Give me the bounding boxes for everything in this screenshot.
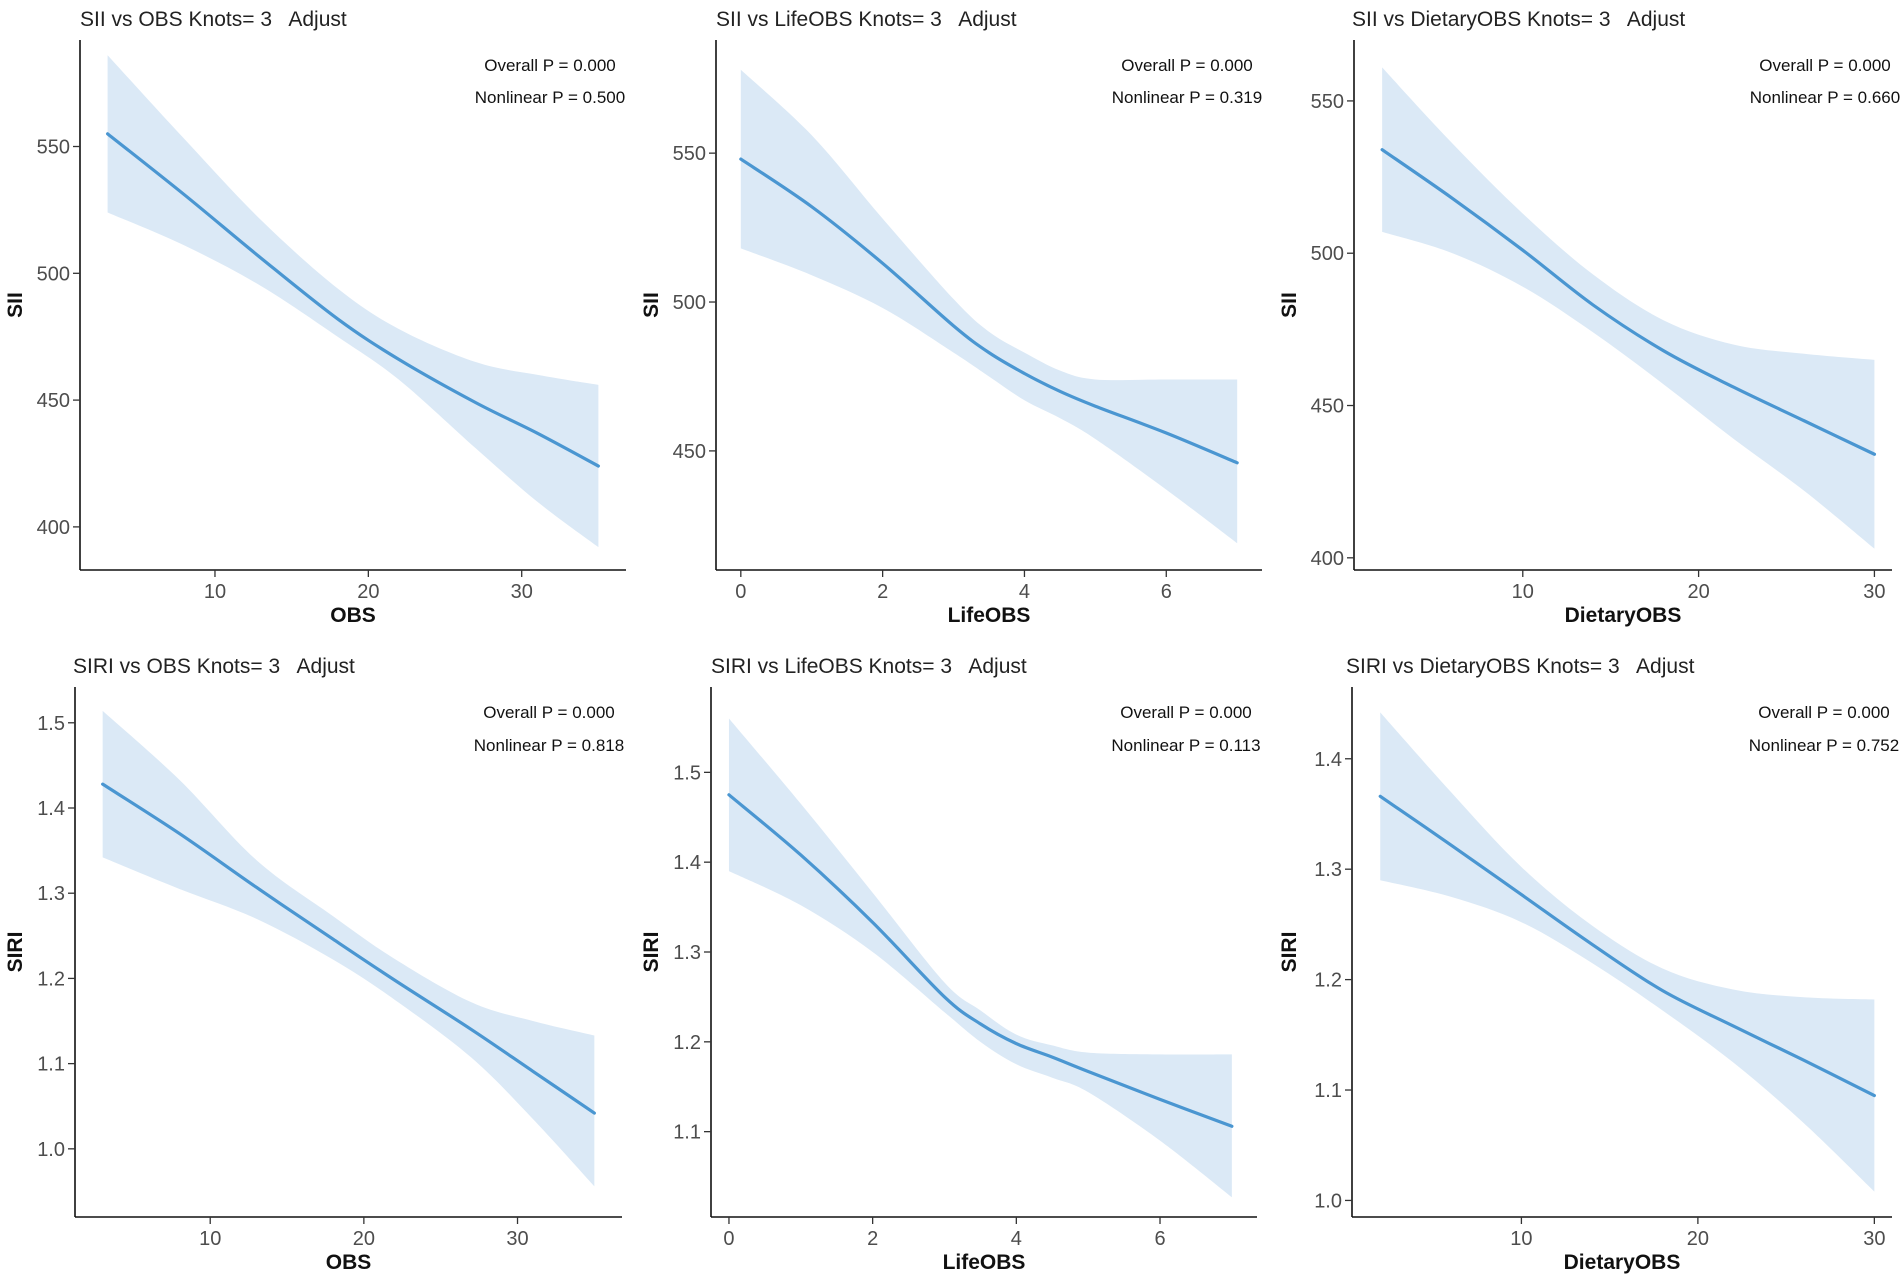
panel-2: 0 2 4 6 450 500 550 SII vs LifeOBS Knots= 3 Adj… xyxy=(640,8,1262,627)
y-tick-label: 550 xyxy=(37,137,70,159)
x-tick-label: 30 xyxy=(1863,1228,1885,1250)
y-tick-label: 1.1 xyxy=(37,1054,65,1076)
y-tick-label: 1.3 xyxy=(673,942,701,964)
y-tick-label: 1.3 xyxy=(37,883,65,905)
x-tick-label: 6 xyxy=(1154,1228,1165,1250)
panel-title: SIRI vs OBS Knots= 3 Adjust xyxy=(73,655,355,678)
panel-5: 0 2 4 6 1.1 1.2 1.3 1.4 1.5 SIRI vs LifeOBS Knots… xyxy=(640,655,1261,1274)
y-tick-label: 400 xyxy=(1311,548,1344,570)
confidence-band xyxy=(740,69,1238,544)
y-tick-label: 500 xyxy=(1311,243,1344,265)
nonlinear-p-annotation: Nonlinear P = 0.113 xyxy=(1111,736,1260,755)
fit-line xyxy=(106,132,600,468)
x-tick-label: 20 xyxy=(353,1228,375,1250)
panel-title: SII vs DietaryOBS Knots= 3 Adjust xyxy=(1352,8,1685,31)
y-tick-label: 1.4 xyxy=(37,798,65,820)
y-tick-label: 1.2 xyxy=(37,968,65,990)
x-tick-label: 20 xyxy=(1687,581,1709,603)
x-tick-label: 10 xyxy=(1510,1228,1532,1250)
x-tick-label: 10 xyxy=(199,1228,221,1250)
nonlinear-p-annotation: Nonlinear P = 0.752 xyxy=(1749,736,1899,755)
y-tick-label: 1.4 xyxy=(1314,749,1342,771)
panel-title: SII vs LifeOBS Knots= 3 Adjust xyxy=(716,8,1017,31)
overall-p-annotation: Overall P = 0.000 xyxy=(1120,703,1252,722)
x-axis-title: OBS xyxy=(326,1251,372,1274)
overall-p-annotation: Overall P = 0.000 xyxy=(483,703,615,722)
panel-3: 10 20 30 400 450 500 550 SII vs DietaryOBS Knot… xyxy=(1278,8,1900,627)
y-tick-label: 500 xyxy=(37,263,70,285)
x-tick-label: 4 xyxy=(1011,1228,1022,1250)
x-axis-title: LifeOBS xyxy=(948,604,1031,627)
y-tick-label: 400 xyxy=(37,517,70,539)
x-tick-label: 30 xyxy=(1863,581,1885,603)
x-axis-title: OBS xyxy=(330,604,376,627)
x-tick-label: 4 xyxy=(1019,581,1030,603)
y-axis-title: SII xyxy=(4,292,27,318)
x-axis-title: LifeOBS xyxy=(943,1251,1026,1274)
x-tick-label: 6 xyxy=(1161,581,1172,603)
y-tick-label: 450 xyxy=(1311,396,1344,418)
x-tick-label: 10 xyxy=(204,581,226,603)
confidence-band xyxy=(728,718,1232,1198)
x-tick-label: 0 xyxy=(735,581,746,603)
y-tick-label: 1.1 xyxy=(673,1122,701,1144)
x-tick-label: 2 xyxy=(877,581,888,603)
y-axis-title: SIRI xyxy=(4,932,27,973)
y-tick-label: 500 xyxy=(673,292,706,314)
y-tick-label: 450 xyxy=(673,441,706,463)
overall-p-annotation: Overall P = 0.000 xyxy=(1759,56,1891,75)
y-tick-label: 550 xyxy=(1311,91,1344,113)
confidence-band xyxy=(1382,67,1875,549)
y-axis-title: SIRI xyxy=(640,932,663,973)
y-tick-label: 450 xyxy=(37,390,70,412)
panel-4: 10 20 30 1.0 1.1 1.2 1.3 1.4 1.5 SIRI vs OBS Knot… xyxy=(4,655,624,1274)
panel-1: 10 20 30 400 450 500 550 SII vs OBS Knots= 3 Ad… xyxy=(4,8,626,627)
nonlinear-p-annotation: Nonlinear P = 0.818 xyxy=(474,736,624,755)
y-axis-title: SIRI xyxy=(1278,932,1301,973)
y-tick-label: 550 xyxy=(673,143,706,165)
nonlinear-p-annotation: Nonlinear P = 0.319 xyxy=(1112,88,1262,107)
overall-p-annotation: Overall P = 0.000 xyxy=(1758,703,1890,722)
panel-6: 10 20 30 1.0 1.1 1.2 1.3 1.4 SIRI vs DietaryOBS … xyxy=(1278,655,1899,1274)
x-axis-title: DietaryOBS xyxy=(1565,604,1682,627)
y-tick-label: 1.3 xyxy=(1314,859,1342,881)
x-tick-label: 10 xyxy=(1512,581,1534,603)
y-tick-label: 1.2 xyxy=(1314,970,1342,992)
x-tick-label: 0 xyxy=(723,1228,734,1250)
confidence-band xyxy=(107,55,599,548)
overall-p-annotation: Overall P = 0.000 xyxy=(484,56,616,75)
x-tick-label: 20 xyxy=(357,581,379,603)
y-tick-label: 1.2 xyxy=(673,1032,701,1054)
y-axis-title: SII xyxy=(640,292,663,318)
x-tick-label: 2 xyxy=(867,1228,878,1250)
x-axis-title: DietaryOBS xyxy=(1564,1251,1681,1274)
panel-title: SIRI vs LifeOBS Knots= 3 Adjust xyxy=(711,655,1027,678)
fit-line xyxy=(739,157,1239,465)
panel-title: SIRI vs DietaryOBS Knots= 3 Adjust xyxy=(1346,655,1695,678)
fit-line xyxy=(727,793,1234,1128)
y-tick-label: 1.0 xyxy=(37,1139,65,1161)
confidence-band xyxy=(1380,712,1875,1192)
fit-line xyxy=(101,782,596,1115)
y-axis-title: SII xyxy=(1278,292,1301,318)
x-tick-label: 20 xyxy=(1687,1228,1709,1250)
y-tick-label: 1.4 xyxy=(673,852,701,874)
x-tick-label: 30 xyxy=(511,581,533,603)
overall-p-annotation: Overall P = 0.000 xyxy=(1121,56,1253,75)
y-tick-label: 1.0 xyxy=(1314,1190,1342,1212)
y-tick-label: 1.5 xyxy=(37,713,65,735)
x-tick-label: 30 xyxy=(506,1228,528,1250)
fit-line xyxy=(1378,794,1876,1098)
y-tick-label: 1.5 xyxy=(673,762,701,784)
panel-title: SII vs OBS Knots= 3 Adjust xyxy=(80,8,347,31)
fit-line xyxy=(1380,148,1877,456)
nonlinear-p-annotation: Nonlinear P = 0.660 xyxy=(1750,88,1900,107)
nonlinear-p-annotation: Nonlinear P = 0.500 xyxy=(475,88,625,107)
y-tick-label: 1.1 xyxy=(1314,1080,1342,1102)
